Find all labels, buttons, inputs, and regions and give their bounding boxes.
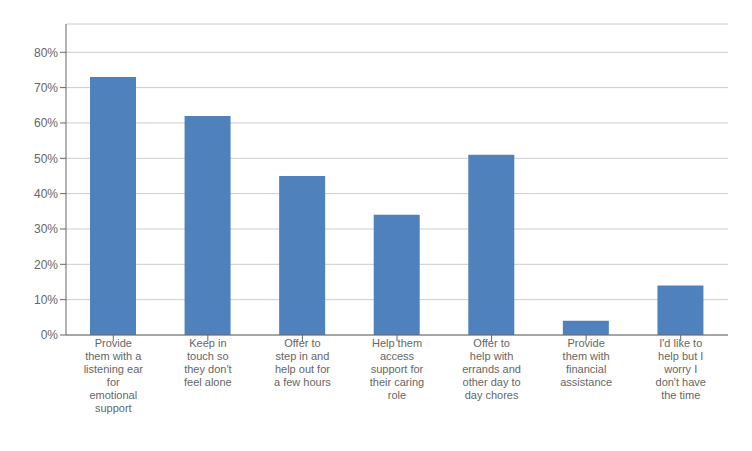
- svg-text:Help themaccesssupport forthei: Help themaccesssupport fortheir caringro…: [370, 337, 424, 401]
- svg-text:10%: 10%: [34, 293, 58, 307]
- svg-text:Offer tostep in andhelp out fo: Offer tostep in andhelp out fora few hou…: [274, 337, 331, 388]
- svg-text:I'd like tohelp but Iworry Ido: I'd like tohelp but Iworry Idon't haveth…: [656, 337, 706, 401]
- svg-text:50%: 50%: [34, 152, 58, 166]
- svg-text:80%: 80%: [34, 46, 58, 60]
- svg-text:Providethem withfinancialassis: Providethem withfinancialassistance: [560, 337, 612, 388]
- svg-text:20%: 20%: [34, 258, 58, 272]
- svg-text:40%: 40%: [34, 187, 58, 201]
- svg-text:30%: 30%: [34, 222, 58, 236]
- svg-text:60%: 60%: [34, 116, 58, 130]
- svg-text:Offer tohelp witherrands andot: Offer tohelp witherrands andother day to…: [462, 337, 521, 401]
- svg-text:70%: 70%: [34, 81, 58, 95]
- svg-text:Providethem with alistening ea: Providethem with alistening earforemotio…: [84, 337, 144, 414]
- svg-text:0%: 0%: [41, 328, 59, 342]
- svg-text:Keep intouch sothey don'tfeel: Keep intouch sothey don'tfeel alone: [184, 337, 232, 388]
